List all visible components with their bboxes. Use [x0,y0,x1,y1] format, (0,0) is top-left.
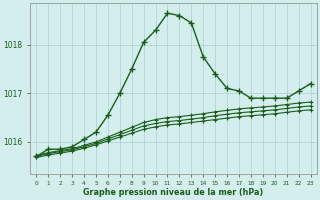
X-axis label: Graphe pression niveau de la mer (hPa): Graphe pression niveau de la mer (hPa) [83,188,264,197]
